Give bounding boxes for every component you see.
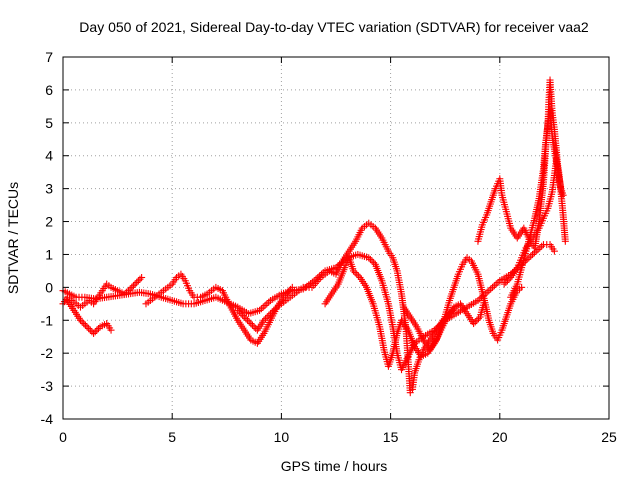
- data-point: [235, 308, 243, 316]
- data-point: [470, 320, 478, 328]
- data-point: [81, 321, 89, 329]
- data-point: [129, 282, 137, 290]
- y-tick-label: 1: [45, 246, 53, 262]
- data-point: [370, 259, 378, 267]
- x-tick-label: 10: [274, 429, 290, 445]
- y-tick-label: 3: [45, 181, 53, 197]
- data-point: [354, 272, 362, 280]
- data-point: [538, 242, 546, 250]
- data-point: [473, 316, 481, 324]
- y-tick-label: -1: [41, 312, 54, 328]
- data-point: [561, 237, 569, 245]
- data-point: [261, 301, 269, 309]
- data-point: [529, 250, 537, 258]
- data-point: [131, 280, 139, 288]
- data-point: [248, 321, 256, 329]
- data-point: [91, 328, 99, 336]
- data-point: [353, 270, 361, 278]
- data-point: [239, 311, 247, 319]
- y-tick-label: -4: [41, 411, 54, 427]
- data-point: [240, 313, 248, 321]
- data-point: [250, 323, 258, 331]
- data-point: [262, 315, 270, 323]
- x-tick-label: 20: [492, 429, 508, 445]
- data-point: [349, 267, 357, 275]
- x-tick-label: 0: [59, 429, 67, 445]
- data-point: [80, 320, 88, 328]
- plot-frame: [62, 56, 610, 420]
- y-tick-label: 4: [45, 148, 53, 164]
- data-point: [351, 269, 359, 277]
- data-point: [550, 247, 558, 255]
- data-point: [366, 255, 374, 263]
- data-point: [126, 285, 134, 293]
- data-point: [365, 254, 373, 262]
- data-point: [85, 325, 93, 332]
- data-point: [128, 283, 136, 291]
- data-point: [518, 283, 526, 291]
- x-tick-label: 15: [383, 429, 399, 445]
- data-point: [86, 326, 94, 334]
- data-point: [242, 315, 250, 323]
- data-point: [247, 320, 255, 328]
- data-point: [475, 315, 483, 323]
- data-point: [263, 313, 271, 321]
- data-point: [136, 275, 144, 283]
- y-tick-label: 2: [45, 214, 53, 230]
- data-point: [492, 280, 500, 288]
- data-point: [502, 278, 510, 286]
- axis-ticks: -4 -3 -2 -1 0 1 2 3 4 5 6 7 0 5 10 15 20 25: [41, 49, 617, 445]
- data-point: [266, 310, 274, 318]
- chart-title: Day 050 of 2021, Sidereal Day-to-day VTE…: [79, 19, 589, 35]
- data-point: [288, 283, 296, 291]
- y-tick-label: -3: [41, 378, 54, 394]
- data-point: [503, 277, 511, 285]
- data-point: [490, 282, 498, 290]
- data-point: [268, 308, 276, 316]
- data-points: [59, 76, 569, 397]
- x-tick-label: 25: [601, 429, 617, 445]
- data-point: [485, 287, 493, 295]
- data-point: [265, 311, 273, 319]
- data-point: [489, 283, 497, 291]
- data-point: [134, 277, 142, 285]
- data-point: [271, 305, 279, 313]
- data-point: [259, 303, 267, 311]
- data-point: [78, 318, 86, 326]
- data-point: [83, 323, 91, 331]
- data-point: [260, 316, 268, 324]
- data-point: [138, 273, 146, 281]
- y-tick-label: -2: [41, 345, 54, 361]
- data-point: [125, 287, 133, 295]
- data-point: [368, 257, 376, 265]
- data-point: [555, 178, 563, 186]
- data-point: [487, 285, 495, 293]
- y-tick-label: 6: [45, 82, 53, 98]
- data-point: [263, 300, 271, 308]
- y-tick-label: 7: [45, 49, 53, 65]
- data-point: [234, 306, 242, 314]
- data-point: [500, 280, 508, 288]
- x-tick-label: 5: [168, 429, 176, 445]
- data-point: [244, 316, 252, 324]
- data-point: [245, 318, 253, 326]
- data-point: [93, 326, 101, 334]
- data-point: [76, 316, 84, 324]
- data-point: [133, 278, 141, 286]
- x-axis-label: GPS time / hours: [281, 458, 388, 474]
- data-point: [237, 310, 245, 318]
- data-point: [471, 318, 479, 326]
- y-tick-label: 0: [45, 279, 53, 295]
- data-point: [90, 329, 98, 337]
- y-tick-label: 5: [45, 115, 53, 131]
- data-point: [107, 326, 115, 334]
- y-axis-label: SDTVAR / TECUs: [5, 182, 21, 294]
- data-point: [270, 306, 278, 314]
- data-point: [94, 325, 102, 332]
- data-point: [505, 275, 513, 283]
